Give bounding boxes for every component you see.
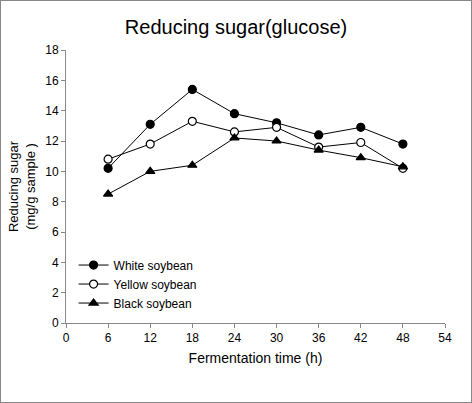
svg-text:48: 48 — [396, 331, 410, 345]
svg-text:42: 42 — [354, 331, 368, 345]
svg-text:54: 54 — [438, 331, 452, 345]
svg-text:0: 0 — [63, 331, 70, 345]
svg-text:14: 14 — [45, 104, 59, 118]
svg-text:Black soybean: Black soybean — [114, 297, 192, 311]
svg-text:10: 10 — [45, 165, 59, 179]
svg-text:24: 24 — [228, 331, 242, 345]
svg-text:30: 30 — [270, 331, 284, 345]
svg-text:Reducing sugar(glucose): Reducing sugar(glucose) — [125, 16, 347, 38]
svg-text:6: 6 — [52, 225, 59, 239]
svg-text:White soybean: White soybean — [114, 259, 193, 273]
svg-text:0: 0 — [52, 316, 59, 330]
svg-text:Yellow soybean: Yellow soybean — [114, 278, 197, 292]
svg-text:8: 8 — [52, 195, 59, 209]
svg-text:6: 6 — [105, 331, 112, 345]
svg-text:4: 4 — [52, 256, 59, 270]
svg-text:12: 12 — [144, 331, 158, 345]
svg-text:2: 2 — [52, 286, 59, 300]
svg-text:16: 16 — [45, 74, 59, 88]
svg-text:18: 18 — [186, 331, 200, 345]
svg-text:Fermentation time (h): Fermentation time (h) — [189, 350, 323, 366]
svg-text:Reducing sugar(mg/g sample ): Reducing sugar(mg/g sample ) — [6, 140, 38, 232]
svg-text:18: 18 — [45, 43, 59, 57]
svg-text:36: 36 — [312, 331, 326, 345]
svg-text:12: 12 — [45, 134, 59, 148]
